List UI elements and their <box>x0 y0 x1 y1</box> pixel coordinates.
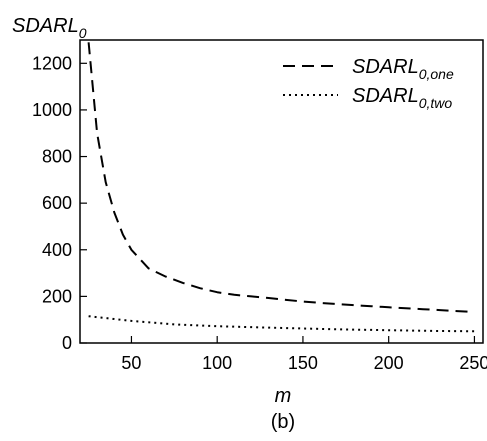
x-tick-label: 150 <box>288 353 318 373</box>
y-tick-label: 600 <box>42 193 72 213</box>
series-lines <box>87 42 475 333</box>
figure-caption: (b) <box>271 411 295 433</box>
legend-label-one-main: SDARL <box>352 56 419 78</box>
x-tick-label: 100 <box>202 353 232 373</box>
y-axis-title-main: SDARL <box>12 15 79 37</box>
legend-label-two-sub: 0,two <box>419 95 453 111</box>
legend-label-two: SDARL0,two <box>352 85 452 111</box>
x-ticks: 50 100 150 200 250 <box>121 336 487 373</box>
y-tick-label: 200 <box>42 286 72 306</box>
plot-frame <box>79 39 484 344</box>
legend-label-one-sub: 0,one <box>419 66 454 82</box>
y-axis-title-sub: 0 <box>79 25 87 41</box>
x-tick-label: 200 <box>374 353 404 373</box>
y-tick-label: 0 <box>62 333 72 353</box>
y-tick-label: 1000 <box>32 100 72 120</box>
series-line-two <box>88 315 475 333</box>
series-line-one <box>87 42 475 313</box>
y-tick-label: 1200 <box>32 53 72 73</box>
y-tick-label: 400 <box>42 240 72 260</box>
y-axis-title: SDARL0 <box>12 15 87 41</box>
x-axis-title: m <box>275 385 292 407</box>
x-tick-label: 50 <box>121 353 141 373</box>
legend-label-one: SDARL0,one <box>352 56 454 82</box>
y-tick-label: 800 <box>42 147 72 167</box>
x-tick-label: 250 <box>459 353 487 373</box>
legend: SDARL0,one SDARL0,two <box>283 56 454 111</box>
y-ticks: 0 200 400 600 800 1000 1200 <box>32 53 87 353</box>
legend-label-two-main: SDARL <box>352 85 419 107</box>
